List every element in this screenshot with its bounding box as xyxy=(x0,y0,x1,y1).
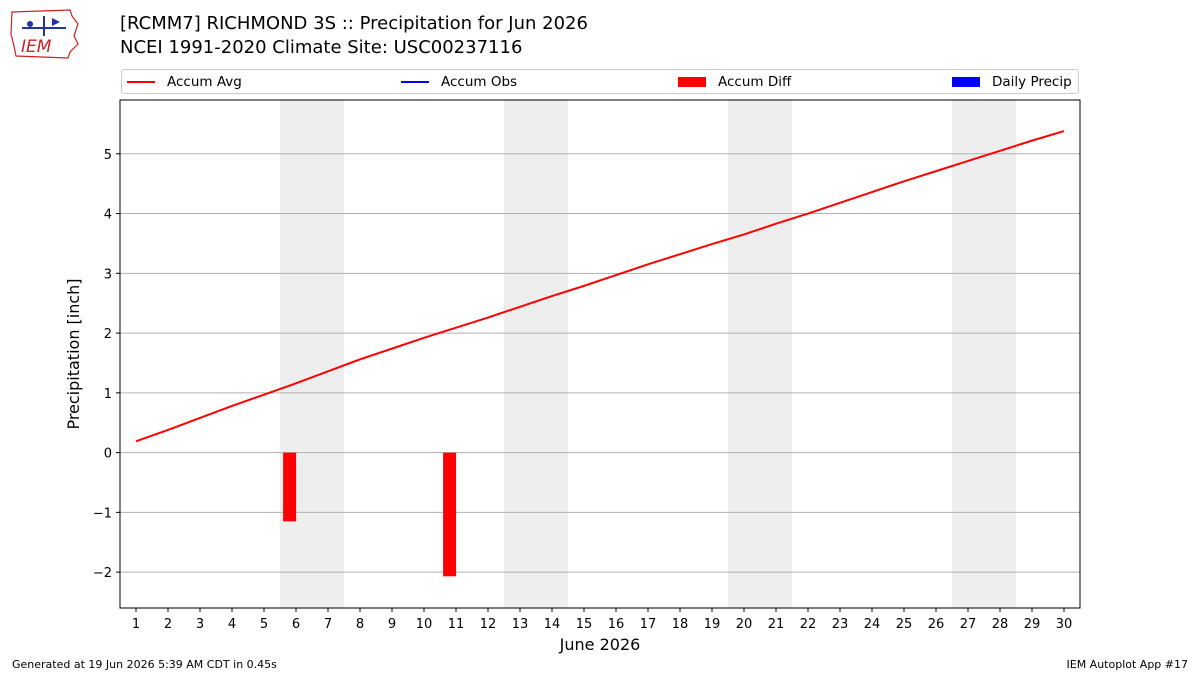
legend-swatch xyxy=(952,76,980,87)
weekend-shade xyxy=(504,100,568,608)
x-tick-label: 18 xyxy=(672,617,689,632)
legend-swatch xyxy=(678,76,706,87)
x-axis-label: June 2026 xyxy=(559,635,641,654)
x-tick-label: 24 xyxy=(864,617,881,632)
legend-label: Accum Obs xyxy=(441,73,518,90)
x-tick-label: 10 xyxy=(416,617,433,632)
weekend-shade xyxy=(280,100,344,608)
legend-daily-precip: Daily Precip xyxy=(952,70,1072,93)
x-tick-label: 15 xyxy=(576,617,593,632)
iowa-map-icon: IEM xyxy=(10,9,79,59)
x-tick-label: 20 xyxy=(736,617,753,632)
app-credit: IEM Autoplot App #17 xyxy=(1066,658,1189,671)
generated-timestamp: Generated at 19 Jun 2026 5:39 AM CDT in … xyxy=(12,658,277,671)
legend-accum-obs: Accum Obs xyxy=(401,70,517,93)
x-tick-label: 23 xyxy=(832,617,849,632)
x-tick-label: 26 xyxy=(928,617,945,632)
x-tick-label: 1 xyxy=(132,617,140,632)
accum-diff-bar xyxy=(443,452,457,577)
y-tick-label: −2 xyxy=(93,566,112,581)
plot-frame xyxy=(119,99,1081,609)
y-tick-label: −1 xyxy=(93,506,112,521)
accum-diff-bar xyxy=(283,452,297,522)
x-tick-label: 25 xyxy=(896,617,913,632)
legend-label: Accum Avg xyxy=(167,73,242,90)
legend-accum-diff: Accum Diff xyxy=(678,70,791,93)
y-axis-label: Precipitation [inch] xyxy=(64,278,83,429)
chart-title: [RCMM7] RICHMOND 3S :: Precipitation for… xyxy=(120,13,588,34)
x-tick-label: 5 xyxy=(260,617,268,632)
y-tick-label: 4 xyxy=(104,208,112,223)
legend-swatch xyxy=(401,80,429,83)
x-tick-label: 3 xyxy=(196,617,204,632)
x-tick-label: 2 xyxy=(164,617,172,632)
legend-swatch xyxy=(127,80,155,83)
x-tick-label: 17 xyxy=(640,617,657,632)
x-tick-label: 14 xyxy=(544,617,561,632)
accum-avg-line xyxy=(135,130,1065,443)
y-tick-label: 0 xyxy=(104,447,112,462)
x-tick-label: 28 xyxy=(992,617,1009,632)
y-tick-label: 3 xyxy=(104,267,112,282)
x-tick-label: 8 xyxy=(356,617,364,632)
x-tick-label: 4 xyxy=(228,617,236,632)
legend-label: Accum Diff xyxy=(718,73,792,90)
x-tick-label: 7 xyxy=(324,617,332,632)
y-tick-label: 1 xyxy=(104,387,112,402)
x-tick-label: 9 xyxy=(388,617,396,632)
y-tick-label: 5 xyxy=(104,148,112,163)
x-tick-label: 13 xyxy=(512,617,529,632)
weekend-shade xyxy=(952,100,1016,608)
logo-text: IEM xyxy=(21,37,52,57)
legend-accum-avg: Accum Avg xyxy=(127,70,242,93)
x-tick-label: 11 xyxy=(448,617,465,632)
x-tick-label: 22 xyxy=(800,617,817,632)
x-tick-label: 21 xyxy=(768,617,785,632)
x-tick-label: 30 xyxy=(1056,617,1073,632)
y-tick-label: 2 xyxy=(104,327,112,342)
x-tick-label: 29 xyxy=(1024,617,1041,632)
iem-logo: IEM xyxy=(8,6,82,60)
x-tick-label: 19 xyxy=(704,617,721,632)
chart-subtitle: NCEI 1991-2020 Climate Site: USC00237116 xyxy=(120,37,523,58)
weekend-shade xyxy=(728,100,792,608)
x-tick-label: 16 xyxy=(608,617,625,632)
legend-label: Daily Precip xyxy=(992,73,1072,90)
x-tick-label: 6 xyxy=(292,617,300,632)
x-tick-label: 27 xyxy=(960,617,977,632)
chart-legend: Accum Avg Accum Obs Accum Diff Daily Pre… xyxy=(121,69,1079,94)
x-tick-label: 12 xyxy=(480,617,497,632)
